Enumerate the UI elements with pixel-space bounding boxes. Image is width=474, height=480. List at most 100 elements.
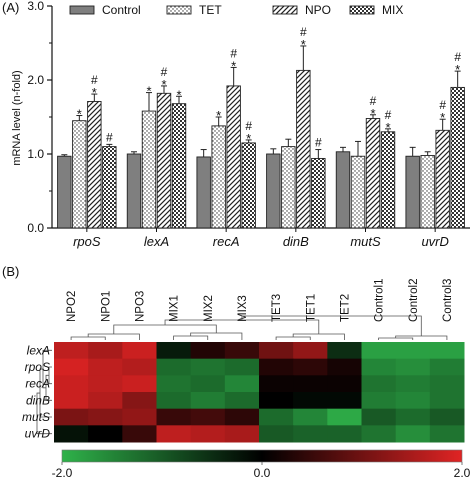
column-label-TET1: TET1 bbox=[305, 294, 317, 322]
colorbar-tick-label: -2.0 bbox=[52, 466, 73, 480]
bar-uvrD-TET bbox=[420, 155, 435, 229]
significance-hash: # bbox=[300, 25, 307, 39]
panel-a-bars: **##* *#***#*#*##*#*# *#*# bbox=[57, 25, 465, 229]
heatmap-cell-recA-NPO3 bbox=[122, 375, 157, 393]
heatmap-cell-dinB-NPO1 bbox=[88, 392, 123, 410]
significance-hash: # bbox=[245, 119, 252, 133]
heatmap-cell-rpoS-Control3 bbox=[429, 358, 465, 376]
heatmap-cell-dinB-NPO3 bbox=[122, 392, 157, 410]
column-label-TET3: TET3 bbox=[271, 294, 283, 322]
dendrogram-link bbox=[190, 332, 243, 340]
heatmap-cell-dinB-MIX1 bbox=[156, 392, 192, 410]
heatmap-cell-rpoS-TET3 bbox=[259, 358, 294, 376]
significance-hash: # bbox=[439, 98, 446, 112]
heatmap-cell-mutS-NPO3 bbox=[122, 408, 157, 426]
bar-lexA-Control bbox=[126, 153, 142, 229]
heatmap-cell-recA-MIX3 bbox=[224, 375, 260, 393]
heatmap-cell-mutS-MIX3 bbox=[224, 408, 260, 426]
panel-a-legend: Control TET NPO MIX bbox=[69, 3, 403, 17]
bar-rpoS-Control bbox=[57, 155, 72, 229]
significance-hash: # bbox=[454, 50, 461, 64]
significance-star: * bbox=[176, 87, 181, 102]
heatmap-cell-recA-Control3 bbox=[429, 375, 465, 393]
legend-label-Control: Control bbox=[102, 3, 141, 17]
panel-a-y-axis-label: mRNA level (n-fold) bbox=[11, 70, 23, 165]
heatmap-cell-uvrD-Control2 bbox=[395, 425, 431, 443]
significance-hash: # bbox=[315, 136, 322, 150]
bar-mutS-TET bbox=[350, 155, 366, 229]
heatmap-cell-lexA-NPO2 bbox=[54, 342, 89, 360]
heatmap-cell-mutS-TET1 bbox=[293, 408, 328, 426]
heatmap-cell-lexA-Control2 bbox=[395, 342, 431, 360]
heatmap-cell-uvrD-MIX2 bbox=[190, 425, 226, 443]
y-tick-label: 3.0 bbox=[27, 0, 44, 13]
significance-hash: # bbox=[230, 46, 237, 60]
heatmap-cell-dinB-TET2 bbox=[327, 392, 362, 410]
heatmap-cell-rpoS-NPO3 bbox=[122, 358, 157, 376]
heatmap-cell-recA-NPO2 bbox=[54, 375, 89, 393]
x-tick-label-uvrD: uvrD bbox=[421, 234, 448, 249]
heatmap-cell-dinB-Control2 bbox=[395, 392, 431, 410]
significance-hash: # bbox=[370, 94, 377, 108]
heatmap-cell-mutS-NPO2 bbox=[54, 408, 89, 426]
heatmap-cell-recA-TET1 bbox=[293, 375, 328, 393]
heatmap-cell-rpoS-NPO1 bbox=[88, 358, 123, 376]
significance-hash: # bbox=[161, 65, 168, 79]
colorbar-tick-label: 2.0 bbox=[454, 466, 471, 480]
heatmap-cell-rpoS-TET1 bbox=[293, 358, 328, 376]
bar-lexA-MIX bbox=[171, 103, 187, 229]
bar-dinB-MIX bbox=[311, 157, 326, 229]
bar-recA-Control bbox=[196, 156, 211, 229]
heatmap-cell-uvrD-MIX3 bbox=[224, 425, 260, 443]
heatmap-cell-lexA-TET3 bbox=[259, 342, 294, 360]
panel-a-y-axis: 0.0 1.0 2.0 3.0 bbox=[27, 0, 53, 235]
x-tick-label-dinB: dinB bbox=[283, 234, 309, 249]
column-label-MIX3: MIX3 bbox=[237, 295, 249, 322]
heatmap-cell-mutS-Control3 bbox=[429, 408, 465, 426]
heatmap-cell-dinB-MIX3 bbox=[224, 392, 260, 410]
x-tick-label-rpoS: rpoS bbox=[73, 234, 101, 249]
heatmap-cell-dinB-MIX2 bbox=[190, 392, 226, 410]
heatmap-cell-rpoS-MIX2 bbox=[190, 358, 226, 376]
significance-star: * bbox=[92, 85, 97, 100]
column-label-Control3: Control3 bbox=[442, 279, 454, 322]
heatmap-cell-dinB-Control3 bbox=[429, 392, 465, 410]
row-label-rpoS: rpoS bbox=[25, 360, 50, 374]
significance-star: * bbox=[77, 107, 82, 122]
heatmap-cell-rpoS-TET2 bbox=[327, 358, 362, 376]
heatmap-cell-rpoS-MIX3 bbox=[224, 358, 260, 376]
heatmap-cell-rpoS-MIX1 bbox=[156, 358, 192, 376]
column-label-Control2: Control2 bbox=[408, 279, 420, 322]
heatmap-cell-lexA-TET1 bbox=[293, 342, 328, 360]
panel-b-colorbar: -2.0 0.0 2.0 bbox=[52, 449, 471, 480]
bar-recA-MIX bbox=[241, 142, 256, 229]
heatmap-cell-mutS-Control1 bbox=[361, 408, 397, 426]
column-label-NPO3: NPO3 bbox=[134, 291, 146, 322]
significance-star: * bbox=[246, 131, 251, 146]
legend-swatch-NPO bbox=[272, 5, 298, 15]
heatmap-cell-rpoS-NPO2 bbox=[54, 358, 89, 376]
significance-star: * bbox=[216, 108, 221, 123]
bar-dinB-TET bbox=[281, 146, 296, 229]
legend-label-MIX: MIX bbox=[382, 3, 403, 17]
legend-swatch-TET bbox=[166, 5, 192, 15]
bar-recA-TET bbox=[211, 125, 226, 229]
heatmap-cell-recA-TET3 bbox=[259, 375, 294, 393]
colorbar-gradient bbox=[61, 449, 463, 463]
column-label-TET2: TET2 bbox=[339, 294, 351, 322]
heatmap-cell-mutS-MIX1 bbox=[156, 408, 192, 426]
legend-label-NPO: NPO bbox=[305, 3, 331, 17]
heatmap-cell-rpoS-Control1 bbox=[361, 358, 397, 376]
heatmap-cell-dinB-TET3 bbox=[259, 392, 294, 410]
heatmap-cell-uvrD-NPO2 bbox=[54, 425, 89, 443]
dendrogram-link bbox=[173, 335, 209, 340]
legend-swatch-MIX bbox=[349, 5, 375, 15]
y-tick-label: 0.0 bbox=[27, 221, 44, 235]
panel-b-column-labels: NPO2 NPO1 NPO3 MIX1 MIX2 MIX3 TET3 TET1 TET2 Cont… bbox=[66, 279, 454, 322]
panel-b-heatmap-cells bbox=[54, 342, 465, 443]
row-label-dinB: dinB bbox=[26, 393, 50, 407]
significance-star: * bbox=[146, 84, 151, 99]
column-label-NPO1: NPO1 bbox=[100, 291, 112, 322]
heatmap-cell-mutS-TET3 bbox=[259, 408, 294, 426]
